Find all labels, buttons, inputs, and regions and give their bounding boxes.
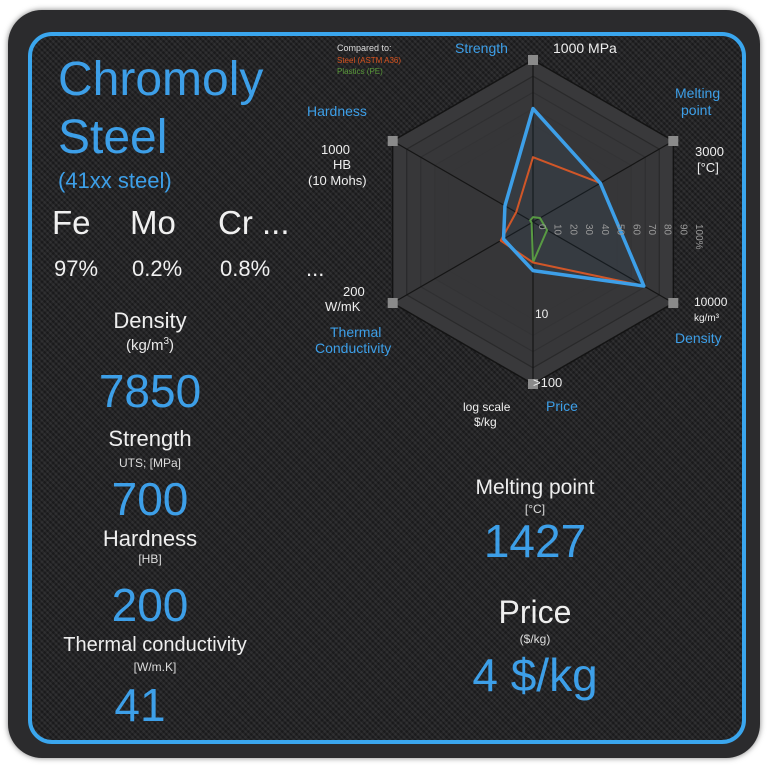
thermal-value: 41: [114, 679, 166, 731]
element-symbol-mo: Mo: [130, 204, 176, 241]
element-percent-mo: 0.2%: [132, 256, 183, 281]
material-subtitle: (41xx steel): [58, 168, 172, 193]
hardness-value: 200: [111, 579, 189, 631]
density-value: 7850: [98, 365, 202, 417]
strength-unit: UTS; [MPa]: [118, 456, 181, 470]
strength-value: 700: [111, 473, 189, 525]
price-unit: ($/kg): [519, 632, 551, 646]
element-percent-cr: 0.8%: [220, 256, 271, 281]
density-label: Density: [113, 308, 187, 333]
material-name-line1: Chromoly: [58, 53, 264, 106]
melting-label: Melting point: [475, 476, 595, 499]
hardness-label: Hardness: [102, 526, 198, 551]
element-percent-more: ...: [306, 256, 325, 281]
material-name-line2: Steel: [58, 111, 168, 164]
thermal-label: Thermal conductivity: [63, 634, 247, 656]
thermal-unit: [W/m.K]: [133, 660, 177, 674]
price-label: Price: [498, 594, 572, 630]
element-symbol-fe: Fe: [52, 204, 91, 241]
density-unit: (kg/m3): [125, 336, 175, 354]
melting-unit: [°C]: [524, 502, 546, 516]
strength-label: Strength: [108, 426, 192, 451]
element-percent-fe: 97%: [54, 256, 99, 281]
melting-value: 1427: [483, 515, 587, 567]
price-value: 4 $/kg: [472, 649, 598, 701]
hardness-unit: [HB]: [138, 552, 162, 566]
element-symbol-cr: Cr ...: [218, 204, 290, 241]
